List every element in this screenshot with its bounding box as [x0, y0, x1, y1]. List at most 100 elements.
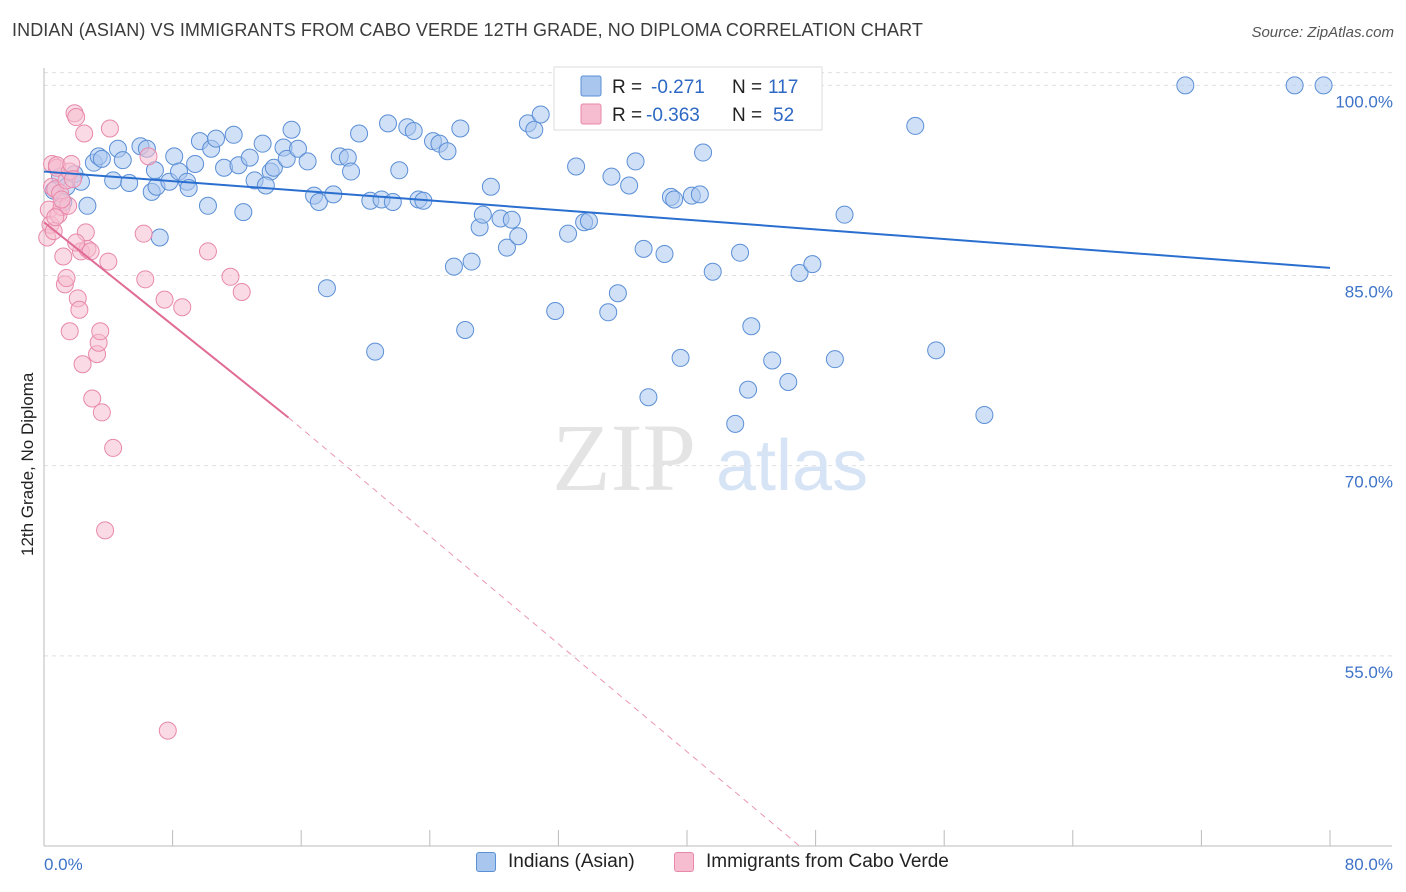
point-indians: [379, 114, 398, 133]
legend-swatch-caboverde: [580, 103, 602, 125]
point-caboverde: [52, 190, 71, 209]
point-indians: [1314, 76, 1333, 95]
point-indians: [113, 151, 132, 170]
point-indians: [1285, 76, 1304, 95]
point-indians: [234, 203, 253, 222]
points-layer: [38, 76, 1333, 740]
point-caboverde: [46, 208, 65, 227]
point-indians: [366, 342, 385, 361]
y-tick-label: 70.0%: [1345, 473, 1393, 492]
legend-swatch-blue: [476, 852, 496, 872]
point-indians: [186, 154, 205, 173]
point-indians: [264, 158, 283, 177]
point-indians: [1176, 76, 1195, 95]
point-indians: [790, 263, 809, 282]
legend-swatch-indians: [580, 75, 602, 97]
legend-item-indians: Indians (Asian): [476, 851, 635, 873]
point-caboverde: [158, 721, 177, 740]
point-caboverde: [92, 403, 111, 422]
point-indians: [481, 177, 500, 196]
point-indians: [509, 227, 528, 246]
point-caboverde: [136, 270, 155, 289]
point-indians: [444, 257, 463, 276]
point-caboverde: [134, 224, 153, 243]
point-indians: [602, 167, 621, 186]
point-caboverde: [100, 119, 119, 138]
point-caboverde: [62, 154, 81, 173]
point-indians: [150, 228, 169, 247]
point-indians: [288, 139, 307, 158]
point-caboverde: [60, 322, 79, 341]
point-indians: [779, 373, 798, 392]
point-indians: [240, 148, 259, 167]
point-indians: [639, 388, 658, 407]
point-indians: [634, 239, 653, 258]
legend-r-value-2: -0.363: [646, 105, 700, 126]
legend-swatch-pink: [674, 852, 694, 872]
point-indians: [502, 210, 521, 229]
point-caboverde: [83, 389, 102, 408]
point-caboverde: [54, 247, 73, 266]
point-indians: [253, 134, 272, 153]
point-indians: [567, 157, 586, 176]
point-indians: [165, 147, 184, 166]
point-indians: [198, 196, 217, 215]
legend-label-caboverde: Immigrants from Cabo Verde: [706, 851, 949, 872]
point-indians: [626, 152, 645, 171]
watermark-zip: ZIP: [552, 404, 696, 511]
point-indians: [803, 255, 822, 274]
point-indians: [579, 212, 598, 231]
point-indians: [497, 238, 516, 257]
point-indians: [531, 105, 550, 124]
point-indians: [298, 152, 317, 171]
point-caboverde: [70, 300, 89, 319]
point-indians: [690, 185, 709, 204]
legend-r-label-2: R =: [612, 105, 642, 126]
point-indians: [525, 120, 544, 139]
trend-layer: [43, 170, 1331, 847]
point-indians: [404, 121, 423, 140]
point-indians: [390, 161, 409, 180]
point-indians: [763, 351, 782, 370]
point-indians: [671, 348, 690, 367]
point-indians: [309, 192, 328, 211]
point-indians: [207, 129, 226, 148]
point-indians: [742, 317, 761, 336]
point-indians: [694, 143, 713, 162]
point-caboverde: [155, 290, 174, 309]
point-indians: [559, 224, 578, 243]
source-note: Source: ZipAtlas.com: [1251, 24, 1394, 41]
x-tick-label-max: 80.0%: [1345, 855, 1393, 874]
point-caboverde: [99, 252, 118, 271]
legend-n-value-2: 52: [773, 105, 794, 126]
legend-r-label-1: R =: [612, 77, 642, 98]
point-caboverde: [139, 147, 158, 166]
point-indians: [906, 116, 925, 135]
point-indians: [317, 279, 336, 298]
trend-line-indians: [43, 170, 1331, 269]
point-caboverde: [104, 438, 123, 457]
point-indians: [456, 321, 475, 340]
point-caboverde: [81, 242, 100, 261]
point-indians: [78, 196, 97, 215]
point-indians: [224, 125, 243, 144]
legend-n-value-1: 117: [768, 77, 798, 98]
point-caboverde: [173, 298, 192, 317]
point-indians: [599, 303, 618, 322]
legend-n-label-2: N =: [732, 105, 762, 126]
point-indians: [703, 262, 722, 281]
point-indians: [92, 149, 111, 168]
point-indians: [825, 350, 844, 369]
point-indians: [104, 171, 123, 190]
point-indians: [835, 205, 854, 224]
point-indians: [462, 252, 481, 271]
trend-line-caboverde: [43, 221, 289, 419]
point-indians: [342, 162, 361, 181]
legend-r-value-1: -0.271: [651, 77, 705, 98]
y-tick-label: 85.0%: [1345, 283, 1393, 302]
point-indians: [383, 192, 402, 211]
legend-item-caboverde: Immigrants from Cabo Verde: [674, 851, 949, 873]
point-indians: [655, 244, 674, 263]
point-indians: [473, 205, 492, 224]
